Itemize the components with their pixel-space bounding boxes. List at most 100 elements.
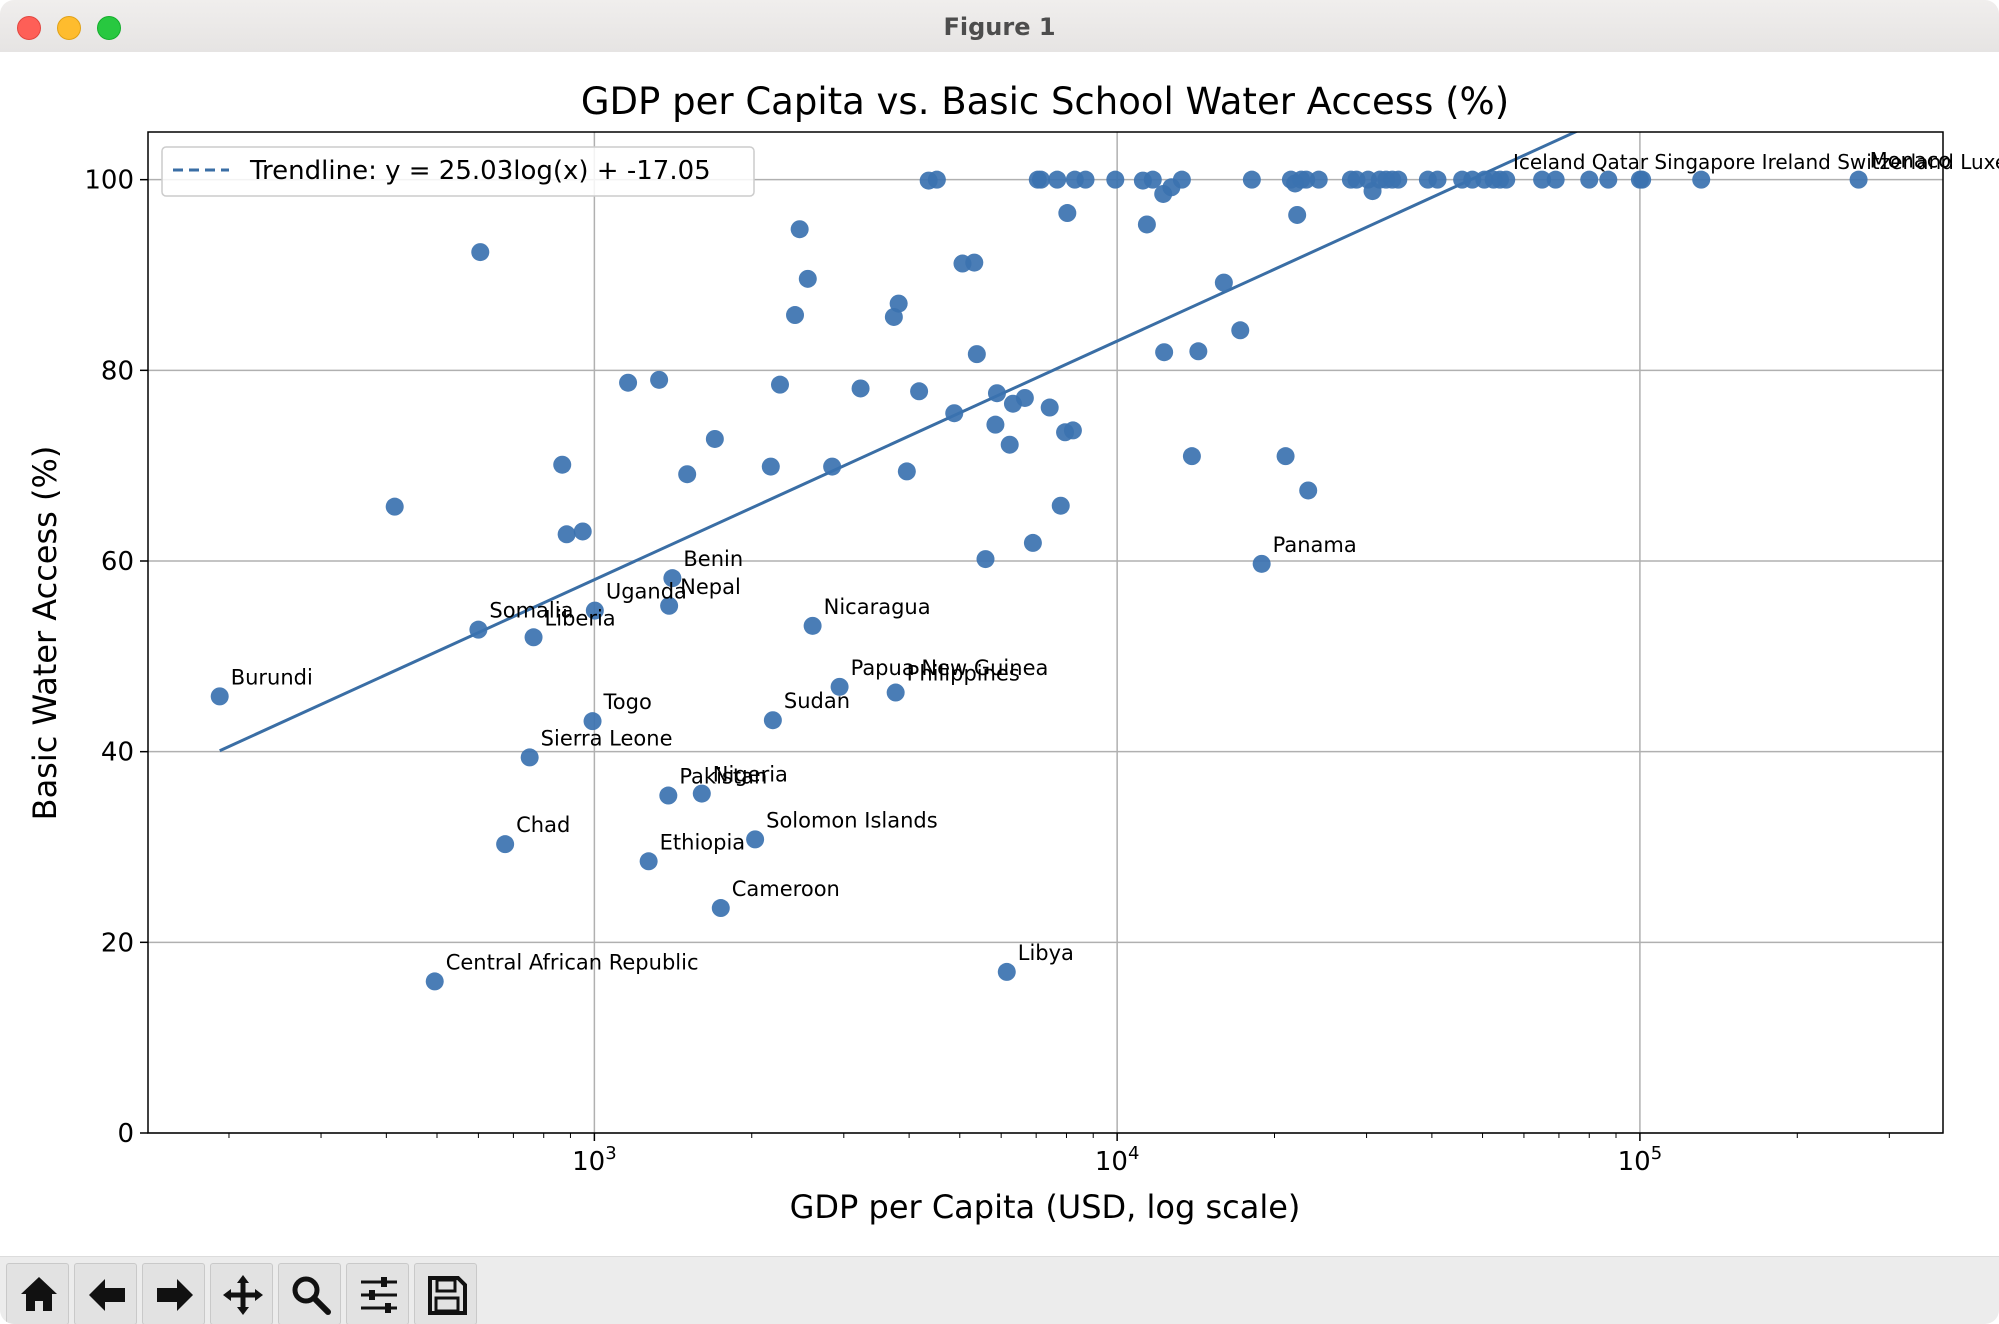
y-tick-label: 20 — [101, 928, 134, 958]
data-point — [851, 379, 870, 398]
data-point — [425, 972, 444, 991]
minimize-window-button[interactable] — [57, 16, 81, 40]
point-label: Cameroon — [732, 877, 840, 901]
data-point — [659, 786, 678, 805]
overlapping-point-labels: Iceland Qatar Singapore Ireland Switzerl… — [1513, 150, 1999, 174]
zoom-window-button[interactable] — [97, 16, 121, 40]
y-tick-label: 40 — [101, 738, 134, 768]
data-point — [1546, 170, 1565, 189]
axes-frame — [147, 131, 1944, 1134]
title-bar[interactable]: Figure 1 — [0, 0, 1999, 53]
data-point — [1048, 170, 1067, 189]
axis-ticks: 0 20 40 60 80 100 103 104 105 — [84, 166, 1890, 1177]
data-point — [678, 465, 697, 484]
home-button[interactable] — [6, 1263, 69, 1324]
point-labels: Burundi Central African Republic Somalia Ch… — [231, 149, 1951, 975]
data-point — [1428, 170, 1447, 189]
legend-box — [161, 146, 755, 197]
data-point — [987, 384, 1006, 403]
data-point — [520, 748, 539, 767]
figure-canvas: Burundi Central African Republic Somalia Ch… — [0, 52, 1999, 1256]
data-point — [1058, 204, 1077, 223]
point-label: Libya — [1018, 941, 1074, 965]
point-label: Panama — [1273, 533, 1357, 557]
chart-title: GDP per Capita vs. Basic School Water Ac… — [581, 80, 1509, 123]
data-point — [1137, 215, 1156, 234]
data-point — [1000, 435, 1019, 454]
data-point — [1023, 533, 1042, 552]
x-tick-label: 104 — [1095, 1143, 1140, 1177]
data-point — [1580, 170, 1599, 189]
data-point — [897, 462, 916, 481]
data-point — [1051, 496, 1070, 515]
data-point — [639, 852, 658, 871]
scatter-chart: Burundi Central African Republic Somalia Ch… — [26, 80, 1999, 1226]
home-icon — [21, 1277, 57, 1311]
point-label: Monaco — [1870, 149, 1952, 173]
data-point — [976, 550, 995, 569]
data-point — [1633, 170, 1652, 189]
data-point — [557, 525, 576, 544]
point-label: Philippines — [907, 662, 1020, 686]
data-point — [945, 404, 964, 423]
magnifier-icon — [292, 1276, 331, 1315]
forward-button[interactable] — [142, 1263, 205, 1324]
arrow-right-icon — [157, 1279, 193, 1311]
data-point — [1692, 170, 1711, 189]
close-window-button[interactable] — [17, 16, 41, 40]
data-point — [471, 243, 490, 262]
point-label: Liberia — [545, 606, 616, 630]
data-point — [889, 294, 908, 313]
data-point — [385, 497, 404, 516]
zoom-button[interactable] — [278, 1263, 341, 1324]
data-point — [770, 375, 789, 394]
configure-subplots-button[interactable] — [346, 1263, 409, 1324]
point-label: Uganda — [606, 580, 687, 604]
data-point — [1288, 205, 1307, 224]
y-tick-label: 60 — [101, 547, 134, 577]
point-label: Sierra Leone — [541, 726, 673, 750]
arrow-left-icon — [89, 1279, 125, 1311]
data-point — [761, 457, 780, 476]
point-label: Pakistan — [679, 765, 767, 789]
data-point — [790, 220, 809, 239]
data-point — [1031, 170, 1050, 189]
point-label: Sudan — [784, 689, 850, 713]
data-point — [1297, 170, 1316, 189]
data-point — [965, 253, 984, 272]
data-point — [1599, 170, 1618, 189]
data-point — [553, 455, 572, 474]
legend: Trendline: y = 25.03log(x) + -17.05 — [161, 146, 755, 197]
data-points — [210, 170, 1868, 991]
point-label: Benin — [683, 547, 743, 571]
point-label: Central African Republic — [446, 950, 699, 974]
data-point — [1276, 447, 1295, 466]
data-point — [1497, 170, 1516, 189]
data-point — [711, 899, 730, 918]
data-point — [986, 415, 1005, 434]
back-button[interactable] — [74, 1263, 137, 1324]
data-point — [1242, 170, 1261, 189]
data-point — [524, 628, 543, 647]
data-point — [650, 370, 669, 389]
grid-lines — [148, 132, 1943, 1134]
data-point — [1389, 170, 1408, 189]
data-point — [997, 962, 1016, 981]
point-label: Ethiopia — [660, 830, 746, 854]
data-point — [830, 677, 849, 696]
pan-button[interactable] — [210, 1263, 273, 1324]
data-point — [927, 170, 946, 189]
data-point — [1533, 170, 1552, 189]
point-label: Papua New Guinea — [851, 656, 1049, 680]
y-tick-label: 0 — [117, 1119, 134, 1149]
data-point — [583, 712, 602, 731]
y-axis-label: Basic Water Access (%) — [26, 446, 64, 821]
data-point — [692, 784, 711, 803]
data-point — [1155, 343, 1174, 362]
data-point — [746, 830, 765, 849]
point-label: Chad — [516, 813, 570, 837]
save-button[interactable] — [414, 1263, 477, 1324]
point-label: Nigeria — [713, 763, 788, 787]
y-tick-label: 100 — [84, 166, 134, 196]
